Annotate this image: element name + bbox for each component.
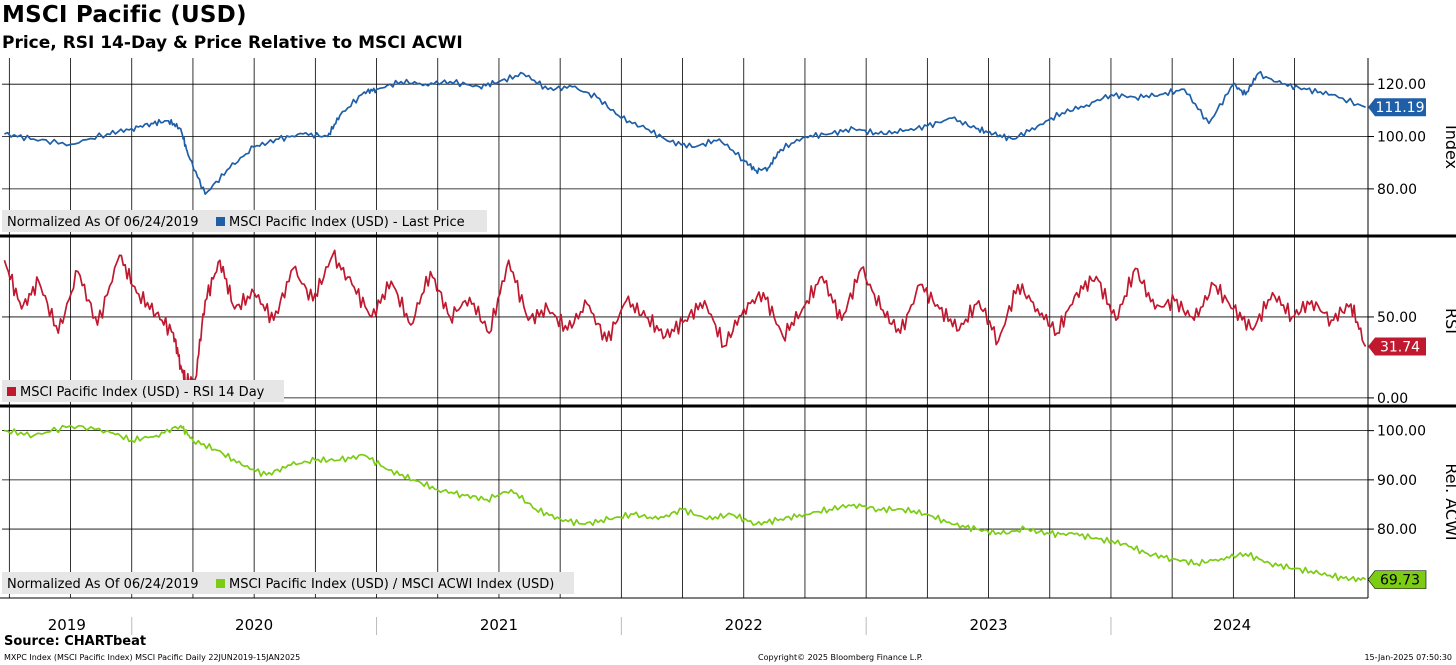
x-tick-label: 2020	[235, 616, 273, 634]
y-tick-label: 90.00	[1377, 473, 1417, 489]
x-tick-label: 2024	[1213, 616, 1251, 634]
series-line	[4, 70, 1366, 195]
y-axis-label: RSI	[1442, 308, 1456, 334]
legend-swatch	[216, 217, 225, 226]
y-tick-label: 80.00	[1377, 522, 1417, 538]
x-tick-label: 2022	[725, 616, 763, 634]
legend-label: MSCI Pacific Index (USD) / MSCI ACWI Ind…	[229, 577, 554, 592]
legend-box	[2, 210, 487, 232]
last-value-label: 31.74	[1380, 340, 1420, 356]
copyright-text: Copyright© 2025 Bloomberg Finance L.P.	[758, 653, 923, 662]
y-axis-label: Index	[1442, 125, 1456, 169]
legend-note: Normalized As Of 06/24/2019	[7, 215, 199, 230]
y-tick-label: 100.00	[1377, 130, 1426, 146]
source-text: Source: CHARTbeat	[4, 634, 147, 649]
legend-swatch	[216, 579, 225, 588]
y-tick-label: 80.00	[1377, 182, 1417, 198]
x-tick-label: 2023	[969, 616, 1007, 634]
x-tick-label: 2021	[480, 616, 518, 634]
legend-swatch	[7, 387, 16, 396]
y-tick-label: 0.00	[1377, 391, 1408, 407]
last-value-tag	[1368, 337, 1426, 356]
legend-label: MSCI Pacific Index (USD) - RSI 14 Day	[20, 385, 265, 400]
chart-subtitle: Price, RSI 14-Day & Price Relative to MS…	[2, 33, 463, 53]
legend-note: Normalized As Of 06/24/2019	[7, 577, 199, 592]
y-tick-label: 120.00	[1377, 77, 1426, 93]
legend-box	[2, 380, 284, 402]
series-line	[3, 249, 1367, 389]
last-value-label: 111.19	[1376, 100, 1425, 116]
timestamp-text: 15-Jan-2025 07:50:30	[1364, 653, 1452, 662]
series-line	[4, 424, 1367, 583]
chart-title: MSCI Pacific (USD)	[2, 2, 247, 28]
legend-label: MSCI Pacific Index (USD) - Last Price	[229, 215, 465, 230]
y-tick-label: 100.00	[1377, 424, 1426, 440]
x-tick-label: 2019	[48, 616, 86, 634]
y-axis-label: Rel. ACWI	[1442, 463, 1456, 540]
last-value-tag	[1367, 570, 1427, 589]
legend-box	[2, 572, 574, 594]
last-value-tag	[1368, 98, 1426, 117]
last-value-label: 69.73	[1380, 573, 1420, 589]
y-tick-label: 50.00	[1377, 310, 1417, 326]
ticker-info: MXPC Index (MSCI Pacific Index) MSCI Pac…	[4, 653, 301, 662]
